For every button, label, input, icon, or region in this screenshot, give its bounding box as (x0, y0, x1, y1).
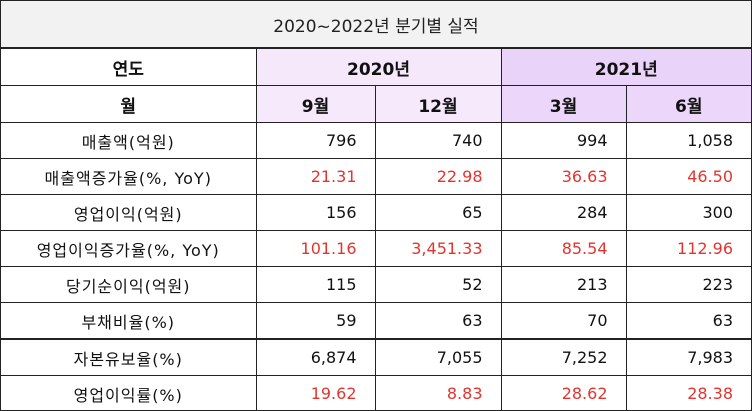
row-label: 부채비율(%) (1, 302, 257, 340)
month-header-row: 월 9월 12월 3월 6월 (1, 85, 751, 123)
table-row: 자본유보율(%) 6,874 7,055 7,252 7,983 (1, 338, 751, 376)
value-cell: 8.83 (374, 375, 502, 411)
value-cell: 63 (625, 302, 751, 340)
month-header-cell: 6월 (625, 85, 751, 123)
value-cell: 21.31 (255, 158, 376, 195)
value-cell: 740 (374, 122, 502, 159)
value-cell: 284 (500, 194, 627, 231)
quarterly-results-table: 연도 2020년 2021년 월 9월 12월 3월 6월 매출액(억원) 79… (1, 48, 751, 411)
value-cell: 213 (500, 266, 627, 303)
value-cell: 46.50 (625, 158, 751, 195)
row-label: 매출액증가율(%, YoY) (1, 158, 257, 195)
value-cell: 28.62 (500, 375, 627, 411)
table-row: 부채비율(%) 59 63 70 63 (1, 302, 751, 340)
value-cell: 70 (500, 302, 627, 340)
value-cell: 300 (625, 194, 751, 231)
table-row: 영업이익(억원) 156 65 284 300 (1, 194, 751, 231)
value-cell: 796 (255, 122, 376, 159)
row-label: 영업이익증가율(%, YoY) (1, 230, 257, 267)
value-cell: 7,055 (374, 338, 502, 376)
row-label: 당기순이익(억원) (1, 266, 257, 303)
year-2020-header: 2020년 (255, 48, 502, 86)
table-row: 당기순이익(억원) 115 52 213 223 (1, 266, 751, 303)
table-row: 매출액(억원) 796 740 994 1,058 (1, 122, 751, 159)
month-header-label: 월 (1, 85, 257, 123)
value-cell: 28.38 (625, 375, 751, 411)
month-header-cell: 12월 (374, 85, 502, 123)
value-cell: 994 (500, 122, 627, 159)
year-header-row: 연도 2020년 2021년 (1, 48, 751, 86)
table-row: 영업이익증가율(%, YoY) 101.16 3,451.33 85.54 11… (1, 230, 751, 267)
value-cell: 101.16 (255, 230, 376, 267)
value-cell: 63 (374, 302, 502, 340)
value-cell: 65 (374, 194, 502, 231)
value-cell: 223 (625, 266, 751, 303)
value-cell: 59 (255, 302, 376, 340)
value-cell: 112.96 (625, 230, 751, 267)
table-row: 매출액증가율(%, YoY) 21.31 22.98 36.63 46.50 (1, 158, 751, 195)
value-cell: 19.62 (255, 375, 376, 411)
row-label: 매출액(억원) (1, 122, 257, 159)
value-cell: 1,058 (625, 122, 751, 159)
row-label: 영업이익률(%) (1, 375, 257, 411)
value-cell: 85.54 (500, 230, 627, 267)
year-2021-header: 2021년 (500, 48, 751, 86)
month-header-cell: 9월 (255, 85, 376, 123)
value-cell: 6,874 (255, 338, 376, 376)
row-label: 자본유보율(%) (1, 338, 257, 376)
value-cell: 22.98 (374, 158, 502, 195)
year-header-label: 연도 (1, 48, 257, 86)
table-row: 영업이익률(%) 19.62 8.83 28.62 28.38 (1, 375, 751, 411)
value-cell: 7,252 (500, 338, 627, 376)
value-cell: 36.63 (500, 158, 627, 195)
value-cell: 52 (374, 266, 502, 303)
value-cell: 3,451.33 (374, 230, 502, 267)
table-title: 2020~2022년 분기별 실적 (1, 1, 751, 48)
value-cell: 7,983 (625, 338, 751, 376)
value-cell: 156 (255, 194, 376, 231)
row-label: 영업이익(억원) (1, 194, 257, 231)
value-cell: 115 (255, 266, 376, 303)
month-header-cell: 3월 (500, 85, 627, 123)
